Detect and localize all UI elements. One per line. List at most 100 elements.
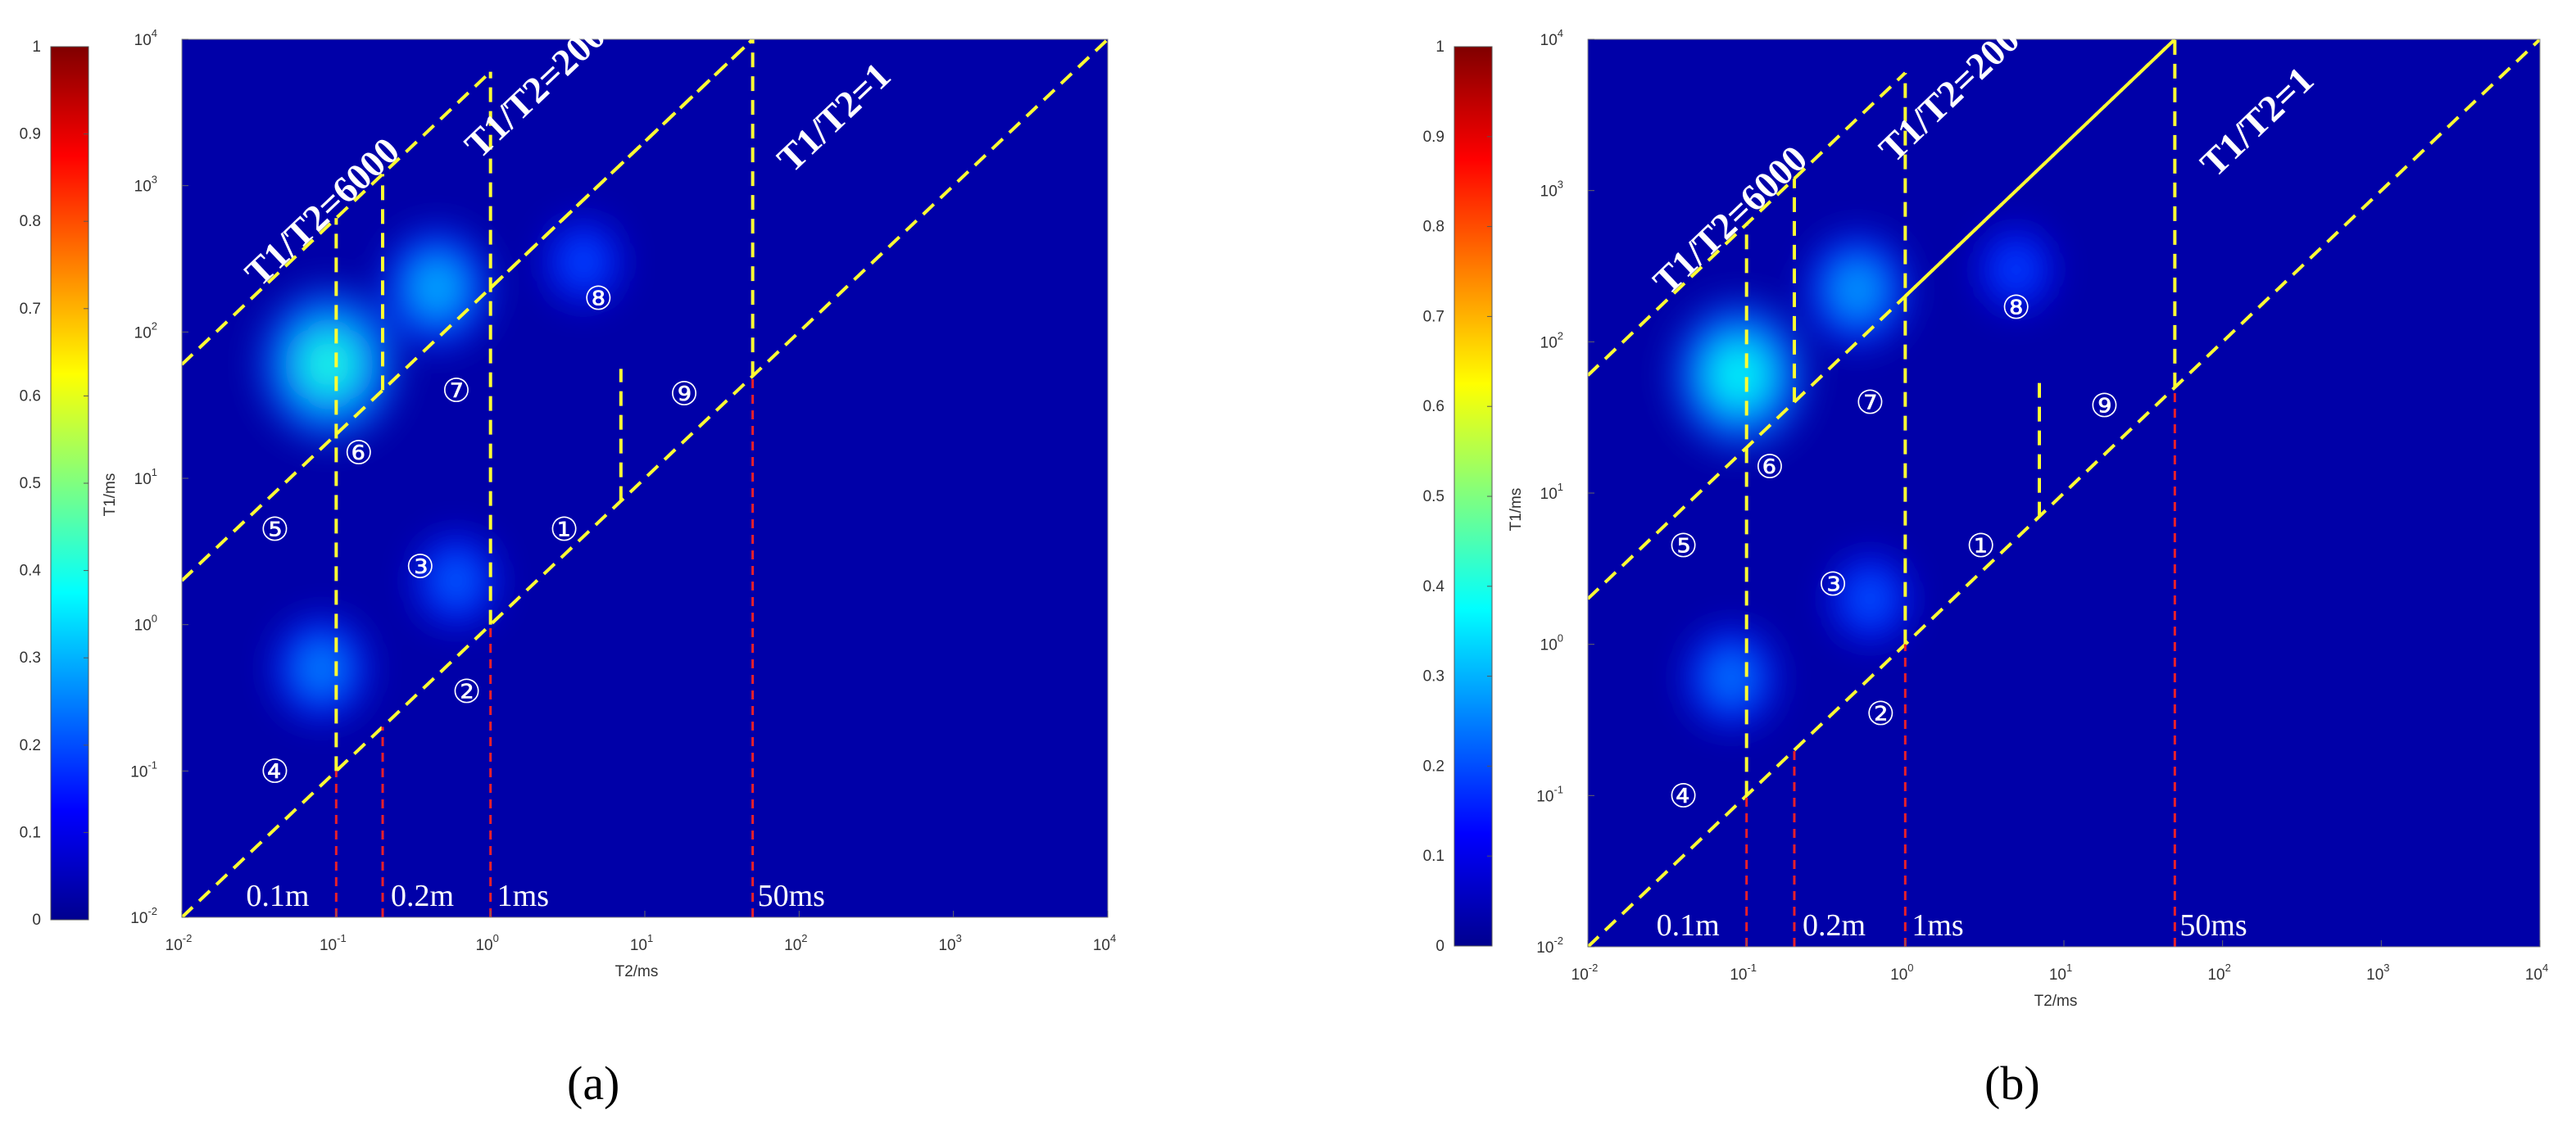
y-axis-label: T1/ms bbox=[1508, 488, 1525, 532]
heatmap-peak-core bbox=[296, 328, 362, 401]
x-tick-label: 101 bbox=[630, 932, 653, 954]
ratio-line-mid-upper bbox=[489, 39, 755, 290]
colorbar bbox=[50, 46, 89, 921]
chart-panel-a: 0 0.1 0.2 0.3 0.4 0.5 0.6 0.7 0.8 0.9 1 10-2 10-1 100… bbox=[20, 14, 1117, 1110]
x-tick-label: 10-2 bbox=[166, 932, 193, 954]
region-marker: ② bbox=[452, 673, 482, 711]
y-tick-label: 101 bbox=[1540, 481, 1563, 503]
y-tick-label: 103 bbox=[1540, 179, 1563, 201]
heatmap-peak-core bbox=[410, 259, 464, 317]
colorbar-tick-label: 0.3 bbox=[20, 649, 41, 667]
x-tick-label: 102 bbox=[784, 932, 807, 954]
cutoff-label: 1ms bbox=[497, 879, 549, 913]
region-marker: ② bbox=[1866, 695, 1895, 733]
panel-label: (a) bbox=[567, 1057, 619, 1110]
region-marker: ① bbox=[1966, 527, 1996, 565]
colorbar bbox=[1454, 46, 1493, 947]
ratio-line-mid bbox=[182, 39, 755, 582]
colorbar-tick-label: 0.2 bbox=[20, 737, 41, 754]
x-tick-label: 102 bbox=[2207, 962, 2230, 984]
region-marker: ⑤ bbox=[260, 511, 289, 549]
heatmap-peak-core bbox=[1850, 577, 1890, 621]
cutoff-label: 0.1m bbox=[246, 879, 309, 913]
region-marker: ⑨ bbox=[669, 375, 699, 413]
ratio-line-mid-upper bbox=[1903, 39, 2176, 298]
panel-label: (b) bbox=[1984, 1057, 2040, 1110]
colorbar-tick-label: 0 bbox=[32, 912, 41, 929]
colorbar-tick-label: 1 bbox=[32, 38, 41, 56]
heatmap-peak-core bbox=[435, 558, 477, 604]
colorbar-tick-label: 0.4 bbox=[20, 563, 42, 580]
cutoff-label: 50ms bbox=[758, 879, 825, 913]
colorbar-tick-label: 0.6 bbox=[20, 387, 41, 405]
region-marker: ⑦ bbox=[442, 372, 471, 410]
x-tick-label: 104 bbox=[2525, 962, 2548, 984]
region-marker: ⑤ bbox=[1669, 527, 1698, 565]
x-axis-label: T2/ms bbox=[615, 963, 659, 980]
region-marker: ④ bbox=[1669, 777, 1698, 815]
y-tick-label: 102 bbox=[1540, 329, 1563, 351]
region-marker: ① bbox=[550, 511, 579, 549]
colorbar-tick-label: 0.9 bbox=[20, 126, 41, 143]
colorbar-tick-label: 1 bbox=[1435, 38, 1444, 56]
x-tick-label: 10-1 bbox=[1730, 962, 1757, 984]
region-marker: ③ bbox=[1818, 566, 1848, 604]
region-marker: ⑧ bbox=[2002, 289, 2031, 327]
colorbar-tick-label: 0.6 bbox=[1423, 398, 1444, 415]
heatmap-peak-core bbox=[1708, 653, 1753, 703]
region-marker: ⑧ bbox=[583, 280, 613, 318]
x-tick-label: 100 bbox=[1890, 962, 1913, 984]
colorbar-tick-label: 0.2 bbox=[1423, 758, 1444, 775]
x-tick-label: 100 bbox=[475, 932, 498, 954]
colorbar-tick-label: 0.8 bbox=[1423, 219, 1444, 236]
colorbar-tick-label: 0.5 bbox=[20, 475, 41, 492]
ratio-line-mid bbox=[1588, 39, 2176, 600]
y-tick-label: 10-2 bbox=[1536, 935, 1563, 957]
colorbar-tick-label: 0 bbox=[1435, 938, 1444, 955]
region-marker: ⑥ bbox=[1755, 448, 1785, 486]
y-tick-label: 104 bbox=[1540, 27, 1563, 49]
x-tick-label: 103 bbox=[938, 932, 961, 954]
heatmap-peak-core bbox=[1708, 340, 1771, 411]
y-tick-label: 102 bbox=[134, 319, 157, 342]
y-tick-label: 10-1 bbox=[1536, 783, 1563, 805]
region-marker: ⑨ bbox=[2090, 387, 2120, 425]
cutoff-label: 0.2m bbox=[1803, 908, 1866, 943]
colorbar-tick-label: 0.7 bbox=[20, 301, 41, 318]
cutoff-label: 0.2m bbox=[391, 879, 454, 913]
colorbar-tick-label: 0.3 bbox=[1423, 668, 1444, 686]
colorbar-tick-label: 0.5 bbox=[1423, 488, 1444, 505]
colorbar-tick-label: 0.4 bbox=[1423, 578, 1445, 595]
y-tick-label: 100 bbox=[134, 613, 157, 635]
annotation-lines bbox=[182, 39, 1108, 917]
x-tick-label: 10-2 bbox=[1571, 962, 1599, 984]
heatmap-layer bbox=[263, 220, 621, 720]
y-tick-label: 10-1 bbox=[130, 758, 157, 781]
y-tick-label: 104 bbox=[134, 27, 157, 49]
colorbar-tick-label: 0.1 bbox=[1423, 848, 1444, 865]
y-tick-label: 101 bbox=[134, 466, 157, 488]
colorbar-tick-label: 0.8 bbox=[20, 213, 41, 230]
x-tick-label: 104 bbox=[1093, 932, 1116, 954]
chart-panel-b: 0 0.1 0.2 0.3 0.4 0.5 0.6 0.7 0.8 0.9 1 10-2 10-1 100… bbox=[1423, 18, 2549, 1110]
heatmap-peak-core bbox=[1832, 262, 1883, 318]
colorbar-tick-label: 0.9 bbox=[1423, 129, 1444, 146]
cutoff-label: 1ms bbox=[1912, 908, 1963, 943]
region-marker: ④ bbox=[260, 753, 289, 790]
cutoff-label: 50ms bbox=[2179, 908, 2247, 943]
cutoff-label: 0.1m bbox=[1657, 908, 1720, 943]
x-tick-label: 101 bbox=[2049, 962, 2072, 984]
x-tick-label: 10-1 bbox=[320, 932, 347, 954]
y-axis-label: T1/ms bbox=[102, 473, 119, 517]
annotation-lines bbox=[1588, 39, 2540, 947]
region-marker: ③ bbox=[406, 549, 435, 586]
y-tick-label: 100 bbox=[1540, 632, 1563, 654]
heatmap-layer bbox=[1676, 229, 2053, 727]
y-tick-label: 103 bbox=[134, 174, 157, 196]
region-marker: ⑥ bbox=[344, 435, 374, 473]
colorbar-tick-label: 0.7 bbox=[1423, 308, 1444, 325]
region-marker: ⑦ bbox=[1855, 384, 1884, 422]
x-axis-label: T2/ms bbox=[2034, 993, 2078, 1010]
heatmap-peak-core bbox=[298, 643, 344, 695]
